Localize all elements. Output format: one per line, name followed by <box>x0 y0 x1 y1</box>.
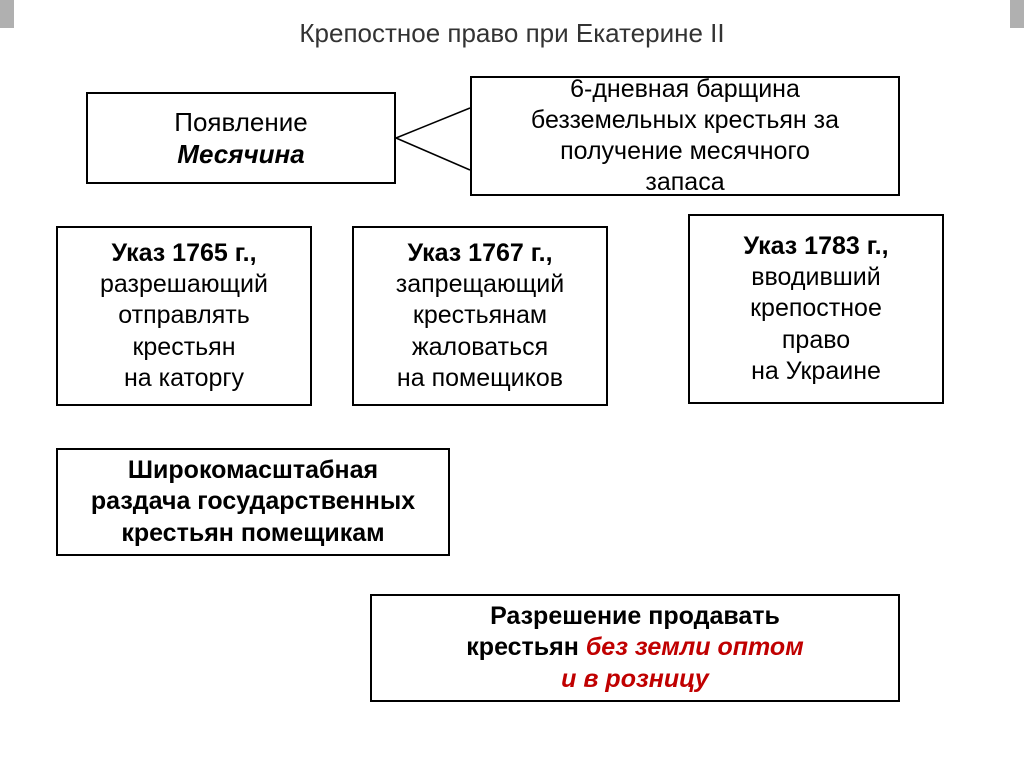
text-line: крестьян помещикам <box>121 518 384 549</box>
text-line: получение месячного <box>560 136 810 167</box>
text-line: жаловаться <box>412 332 548 363</box>
text-line: 6-дневная барщина <box>570 74 800 105</box>
box-ukaz-1767: Указ 1767 г., запрещающий крестьянам жал… <box>352 226 608 406</box>
text-line: Указ 1765 г., <box>111 238 256 269</box>
text-line: крестьянам <box>413 300 547 331</box>
text-line: Разрешение продавать <box>490 601 780 632</box>
text-line: на Украине <box>751 356 881 387</box>
box-mesyachina: Появление Месячина <box>86 92 396 184</box>
highlight-text: и в розницу <box>561 664 709 695</box>
box-ukaz-1783: Указ 1783 г., вводивший крепостное право… <box>688 214 944 404</box>
text-line: Месячина <box>177 138 304 171</box>
box-barshchina: 6-дневная барщина безземельных крестьян … <box>470 76 900 196</box>
text-line: разрешающий <box>100 269 268 300</box>
text-line: безземельных крестьян за <box>531 105 839 136</box>
text-line: крепостное <box>750 293 882 324</box>
text-line: право <box>782 325 850 356</box>
text-line: Появление <box>174 106 307 139</box>
text-line: раздача государственных <box>91 486 415 517</box>
text-line: крестьян <box>132 332 235 363</box>
box-prodazha: Разрешение продавать крестьян без земли … <box>370 594 900 702</box>
text-span: крестьян <box>466 633 586 661</box>
text-line: отправлять <box>118 300 249 331</box>
box-razdacha: Широкомасштабная раздача государственных… <box>56 448 450 556</box>
text-line: Указ 1783 г., <box>743 231 888 262</box>
text-line: запрещающий <box>396 269 564 300</box>
text-line: крестьян без земли оптом <box>466 632 803 663</box>
text-line: запаса <box>645 167 724 198</box>
text-line: на каторгу <box>124 363 244 394</box>
text-line: Широкомасштабная <box>128 455 378 486</box>
text-line: вводивший <box>751 262 880 293</box>
text-line: на помещиков <box>397 363 563 394</box>
text-line: Указ 1767 г., <box>407 238 552 269</box>
highlight-text: без земли оптом <box>586 633 804 661</box>
box-ukaz-1765: Указ 1765 г., разрешающий отправлять кре… <box>56 226 312 406</box>
